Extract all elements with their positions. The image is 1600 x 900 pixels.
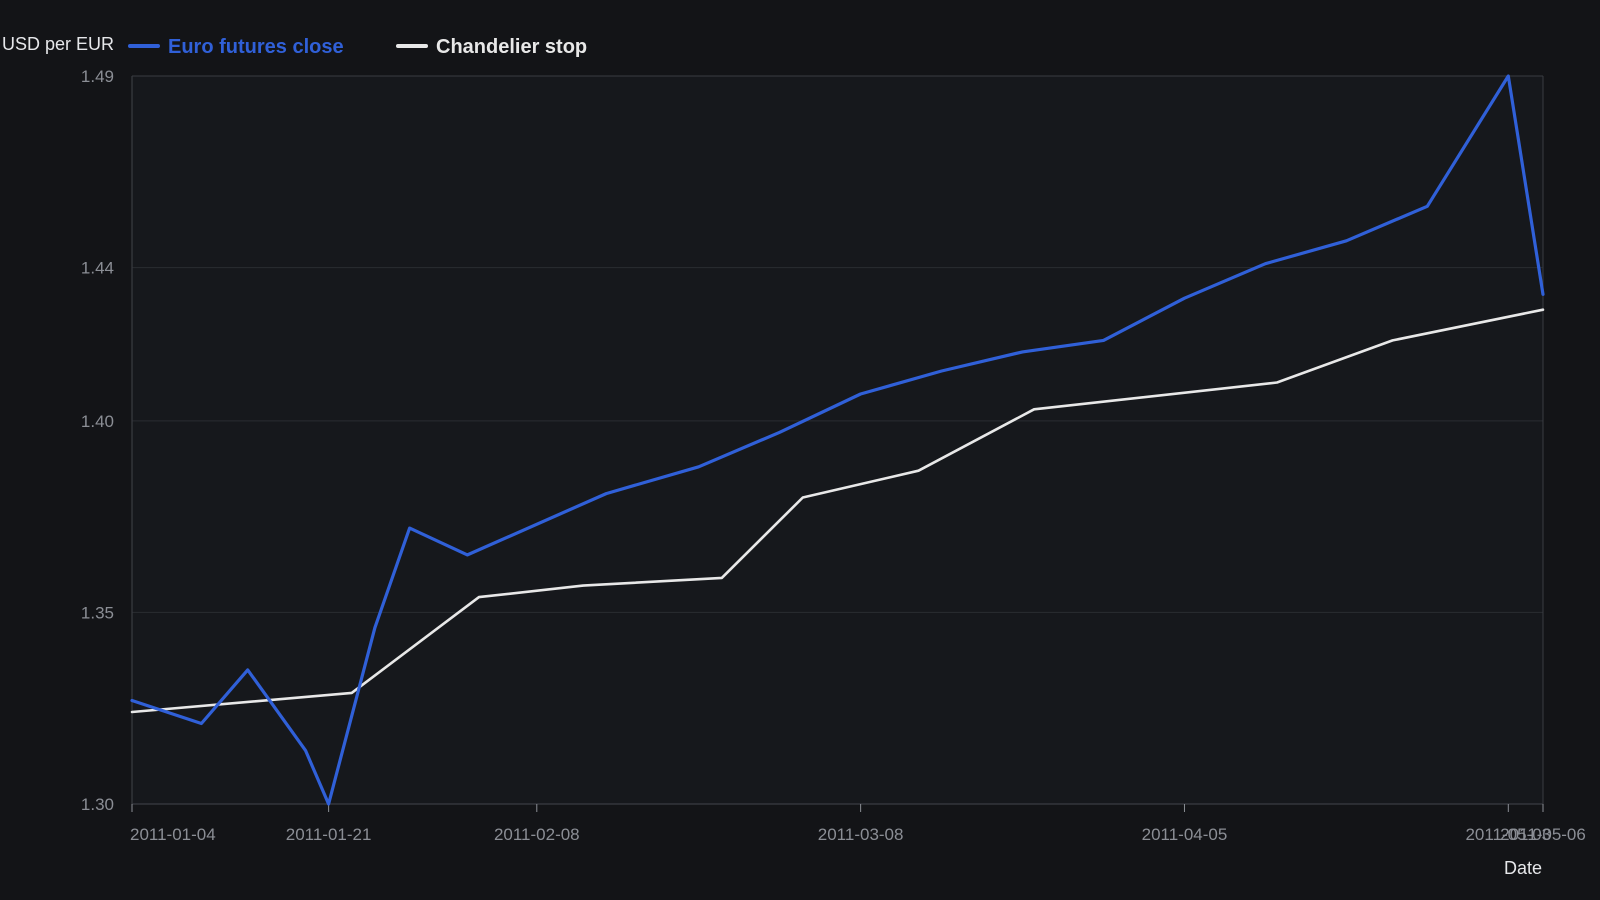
y-tick-label: 1.44 bbox=[81, 259, 114, 278]
axes bbox=[131, 75, 1544, 812]
series-lines bbox=[130, 74, 1545, 806]
x-tick-label: 2011-01-04 bbox=[130, 825, 216, 844]
y-tick-label: 1.35 bbox=[81, 603, 114, 622]
series-line-chandelier-stop bbox=[130, 308, 1545, 714]
x-tick-label: 2011-04-05 bbox=[1142, 825, 1228, 844]
x-axis-title: Date bbox=[1504, 858, 1542, 878]
tick-labels: 1.30 1.35 1.40 1.44 1.49 2011-01-04 2011-01-21… bbox=[81, 67, 1586, 844]
x-tick-label: 2011-05-03 bbox=[1465, 825, 1551, 844]
legend-label: Euro futures close bbox=[168, 36, 344, 58]
x-tick-label: 2011-01-21 bbox=[286, 825, 372, 844]
y-tick-label: 1.49 bbox=[81, 67, 114, 86]
legend: Euro futures close Chandelier stop bbox=[128, 36, 587, 58]
y-tick-label: 1.40 bbox=[81, 412, 114, 431]
legend-label: Chandelier stop bbox=[436, 36, 587, 58]
x-tick-label: 2011-05-06 bbox=[1500, 825, 1586, 844]
x-tick-label: 2011-02-08 bbox=[494, 825, 580, 844]
y-axis-title: USD per EUR bbox=[2, 34, 114, 54]
series-line-euro-futures-close bbox=[130, 74, 1545, 806]
x-tick-label: 2011-03-08 bbox=[818, 825, 904, 844]
y-tick-label: 1.30 bbox=[81, 795, 114, 814]
